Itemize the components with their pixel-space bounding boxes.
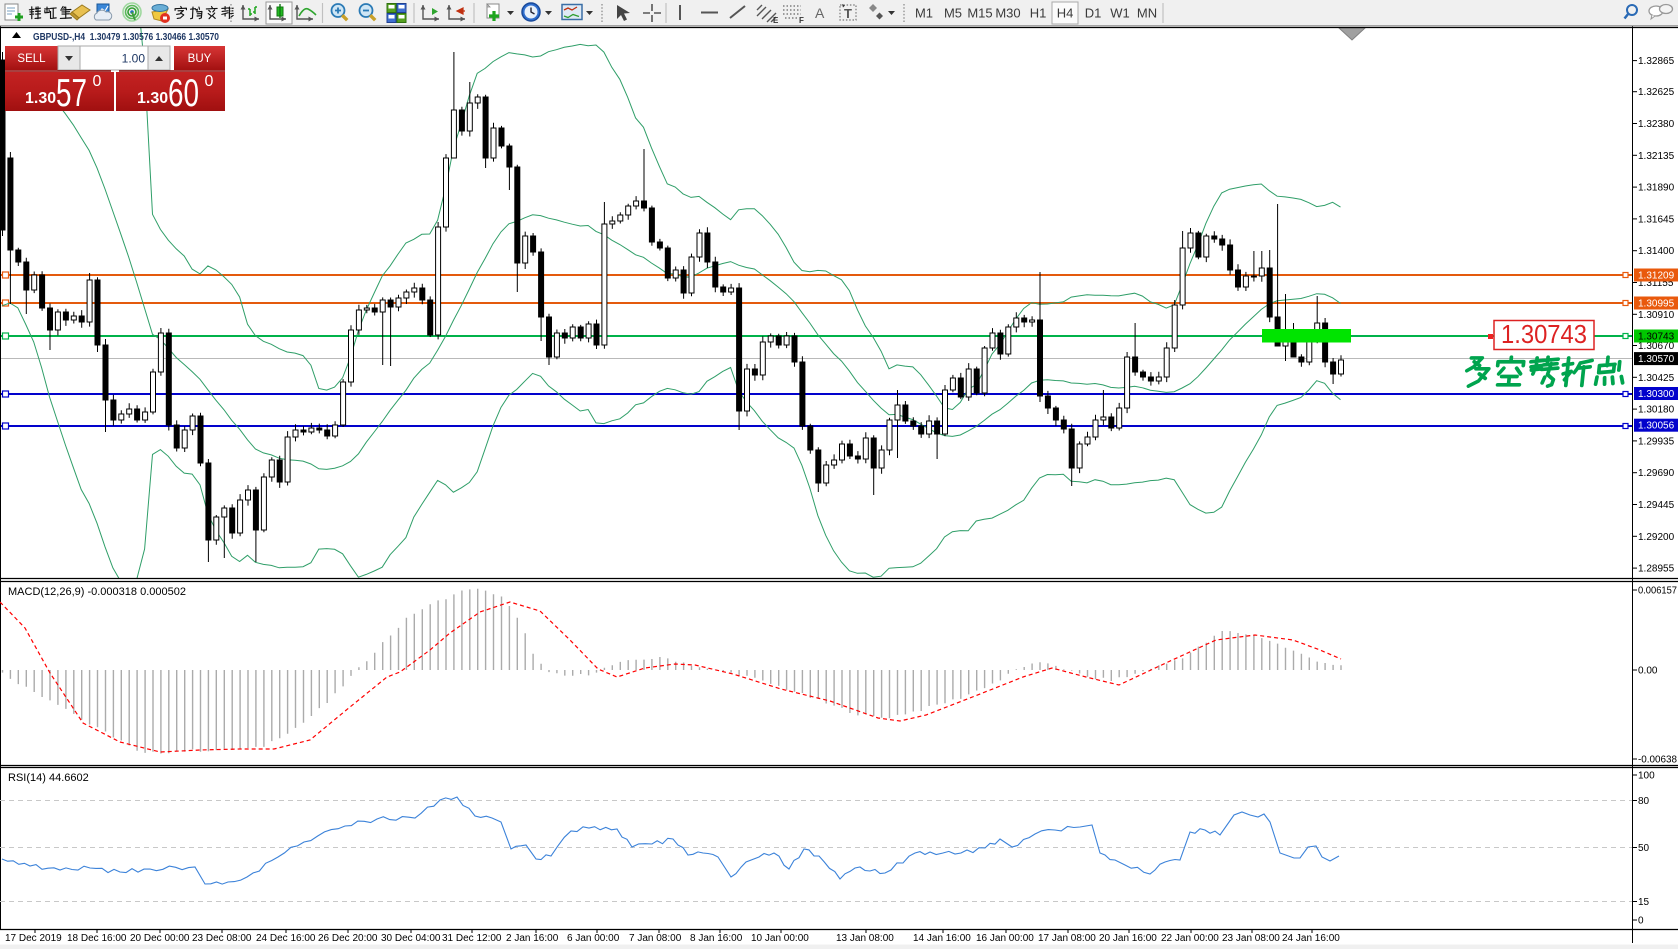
svg-text:17 Dec 2019: 17 Dec 2019 [5,933,62,944]
svg-text:1.30743: 1.30743 [1638,332,1675,343]
svg-text:0: 0 [1638,916,1644,927]
svg-text:0: 0 [205,73,214,90]
svg-text:H4: H4 [1057,6,1074,21]
svg-text:MACD(12,26,9) -0.000318 0.0005: MACD(12,26,9) -0.000318 0.000502 [8,586,186,598]
svg-text:W1: W1 [1110,6,1130,21]
svg-text:31 Dec 12:00: 31 Dec 12:00 [442,933,502,944]
svg-text:1.29200: 1.29200 [1638,532,1675,543]
svg-text:1.30056: 1.30056 [1638,421,1675,432]
svg-text:T: T [844,6,852,21]
svg-text:10 Jan 00:00: 10 Jan 00:00 [751,933,809,944]
svg-text:50: 50 [1638,843,1650,854]
svg-text:6 Jan 00:00: 6 Jan 00:00 [567,933,620,944]
svg-text:13 Jan 08:00: 13 Jan 08:00 [836,933,894,944]
svg-text:26 Dec 20:00: 26 Dec 20:00 [318,933,378,944]
svg-text:1.30: 1.30 [25,90,56,107]
svg-text:MN: MN [1137,6,1157,21]
svg-text:-0.00638: -0.00638 [1638,755,1677,766]
svg-text:60: 60 [168,72,199,115]
svg-text:D1: D1 [1085,6,1102,21]
svg-text:1.30995: 1.30995 [1638,299,1675,310]
svg-text:7 Jan 08:00: 7 Jan 08:00 [629,933,682,944]
svg-text:14 Jan 16:00: 14 Jan 16:00 [913,933,971,944]
svg-text:1.29690: 1.29690 [1638,468,1675,479]
svg-text:20 Dec 00:00: 20 Dec 00:00 [130,933,190,944]
svg-text:20 Jan 16:00: 20 Jan 16:00 [1099,933,1157,944]
svg-text:1.31155: 1.31155 [1638,278,1674,289]
svg-text:1.31645: 1.31645 [1638,214,1675,225]
svg-text:0: 0 [93,73,102,90]
svg-text:1.30670: 1.30670 [1638,341,1675,352]
svg-text:80: 80 [1638,796,1650,807]
svg-text:0.00: 0.00 [1638,666,1658,677]
svg-text:GBPUSD-,H4 1.30479 1.30576 1.: GBPUSD-,H4 1.30479 1.30576 1.30466 1.305… [33,31,219,43]
svg-text:M30: M30 [995,6,1020,21]
svg-text:1.28955: 1.28955 [1638,564,1675,575]
svg-text:1.30: 1.30 [137,90,168,107]
svg-text:0.006157: 0.006157 [1638,586,1677,597]
svg-text:1.32625: 1.32625 [1638,87,1675,98]
svg-text:RSI(14) 44.6602: RSI(14) 44.6602 [8,772,89,784]
svg-text:1.00: 1.00 [122,52,146,66]
svg-text:1.30570: 1.30570 [1638,354,1675,365]
svg-text:100: 100 [1638,771,1655,782]
svg-text:1.31400: 1.31400 [1638,246,1675,257]
svg-text:2 Jan 16:00: 2 Jan 16:00 [506,933,559,944]
svg-text:57: 57 [56,72,87,115]
svg-text:F: F [799,16,804,25]
svg-text:E: E [773,16,779,25]
svg-text:24 Dec 16:00: 24 Dec 16:00 [256,933,316,944]
svg-text:24 Jan 16:00: 24 Jan 16:00 [1282,933,1340,944]
svg-text:1.29445: 1.29445 [1638,500,1675,511]
svg-text:1.30910: 1.30910 [1638,310,1675,321]
svg-text:BUY: BUY [188,53,212,65]
svg-text:A: A [815,5,825,21]
svg-text:1.29935: 1.29935 [1638,436,1675,447]
svg-text:1.32865: 1.32865 [1638,56,1675,67]
svg-text:1.30180: 1.30180 [1638,405,1675,416]
svg-text:H1: H1 [1030,6,1047,21]
svg-text:1.31890: 1.31890 [1638,183,1675,194]
svg-text:1.30300: 1.30300 [1638,389,1675,400]
svg-text:8 Jan 16:00: 8 Jan 16:00 [690,933,743,944]
svg-text:15: 15 [1638,897,1650,908]
svg-text:1.32380: 1.32380 [1638,119,1675,130]
svg-text:1.30743: 1.30743 [1501,319,1587,349]
svg-text:1.31209: 1.31209 [1638,271,1675,282]
svg-text:M15: M15 [967,6,992,21]
svg-text:1.32135: 1.32135 [1638,151,1675,162]
svg-text:1.30425: 1.30425 [1638,373,1675,384]
svg-text:M1: M1 [915,6,933,21]
svg-text:23 Jan 08:00: 23 Jan 08:00 [1222,933,1280,944]
svg-text:16 Jan 00:00: 16 Jan 00:00 [976,933,1034,944]
svg-text:18 Dec 16:00: 18 Dec 16:00 [67,933,127,944]
svg-text:SELL: SELL [17,53,46,65]
svg-text:23 Dec 08:00: 23 Dec 08:00 [192,933,252,944]
svg-text:22 Jan 00:00: 22 Jan 00:00 [1161,933,1219,944]
svg-text:30 Dec 04:00: 30 Dec 04:00 [381,933,441,944]
svg-text:M5: M5 [944,6,962,21]
svg-text:17 Jan 08:00: 17 Jan 08:00 [1038,933,1096,944]
